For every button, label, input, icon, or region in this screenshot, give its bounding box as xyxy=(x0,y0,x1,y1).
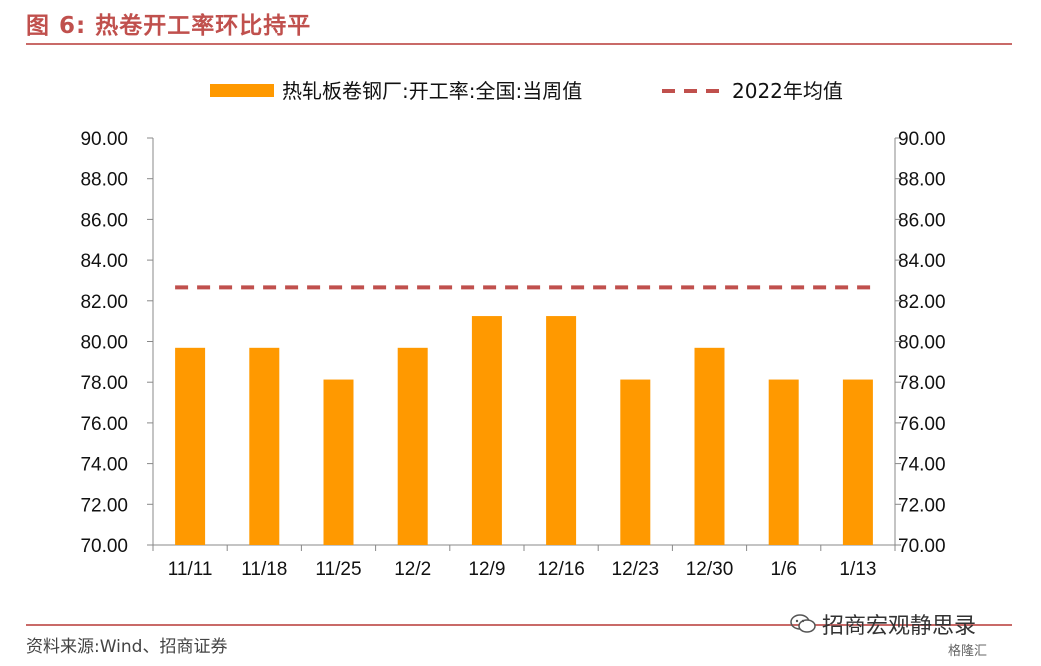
y2-tick-label: 90.00 xyxy=(898,129,946,150)
x-tick-label: 12/23 xyxy=(612,559,660,580)
y-tick-label: 72.00 xyxy=(80,495,128,516)
legend-label-avg: 2022年均值 xyxy=(732,79,843,103)
y2-tick-label: 88.00 xyxy=(898,170,946,191)
bar-series xyxy=(175,316,873,545)
y2-tick-label: 86.00 xyxy=(898,210,946,231)
bar xyxy=(323,379,354,545)
chart-legend: 热轧板卷钢厂:开工率:全国:当周值 2022年均值 xyxy=(210,79,843,103)
bar xyxy=(768,379,799,545)
watermark-badge: 格隆汇 xyxy=(948,644,988,659)
x-tick-label: 12/30 xyxy=(686,559,734,580)
y-tick-label: 78.00 xyxy=(80,373,128,394)
x-tick-label: 1/6 xyxy=(770,559,796,580)
x-tick-label: 12/2 xyxy=(394,559,431,580)
bar-chart: 热轧板卷钢厂:开工率:全国:当周值 2022年均值 11/11 11/18 11/2… xyxy=(80,79,946,580)
y-tick-label: 80.00 xyxy=(80,333,128,354)
y-tick-label: 86.00 xyxy=(80,210,128,231)
legend-swatch-bar xyxy=(210,84,274,97)
bar xyxy=(546,316,577,545)
bar xyxy=(620,379,651,545)
watermark: 招商宏观静思录 xyxy=(790,608,976,640)
x-axis-labels: 11/11 11/18 11/25 12/2 12/9 12/16 12/23 12/30 1/… xyxy=(168,559,877,580)
bar xyxy=(397,347,428,545)
x-tick-label: 12/9 xyxy=(468,559,505,580)
source-rule xyxy=(26,624,1012,626)
bar xyxy=(471,316,502,545)
y-tick-label: 76.00 xyxy=(80,414,128,435)
x-tick-label: 1/13 xyxy=(839,559,876,580)
y-tick-label: 74.00 xyxy=(80,455,128,476)
bar xyxy=(249,347,280,545)
y2-tick-label: 84.00 xyxy=(898,251,946,272)
y2-tick-label: 72.00 xyxy=(898,495,946,516)
y2-tick-label: 82.00 xyxy=(898,292,946,313)
title-rule xyxy=(26,43,1012,45)
y-tick-label: 90.00 xyxy=(80,129,128,150)
bar xyxy=(694,347,725,545)
y-tick-label: 82.00 xyxy=(80,292,128,313)
wechat-icon xyxy=(790,614,816,633)
x-tick-label: 12/16 xyxy=(537,559,585,580)
x-tick-label: 11/18 xyxy=(241,559,287,580)
bar xyxy=(842,379,873,545)
y2-tick-label: 76.00 xyxy=(898,414,946,435)
y-axis-labels: 90.00 88.00 86.00 84.00 82.00 80.00 78.00 76.00… xyxy=(80,129,128,557)
y2-tick-label: 70.00 xyxy=(898,536,946,557)
x-tick-label: 11/11 xyxy=(168,559,213,580)
y2-tick-label: 74.00 xyxy=(898,455,946,476)
y2-tick-label: 80.00 xyxy=(898,333,946,354)
watermark-text: 招商宏观静思录 xyxy=(822,614,977,639)
legend-label-bar: 热轧板卷钢厂:开工率:全国:当周值 xyxy=(282,79,582,103)
y2-tick-label: 78.00 xyxy=(898,373,946,394)
y-tick-label: 84.00 xyxy=(80,251,128,272)
y-tick-label: 88.00 xyxy=(80,170,128,191)
x-tick-label: 11/25 xyxy=(315,559,361,580)
source-note: 资料来源:Wind、招商证券 xyxy=(26,637,228,657)
bar xyxy=(175,347,206,545)
y-tick-label: 70.00 xyxy=(80,536,128,557)
y2-axis-labels: 90.00 88.00 86.00 84.00 82.00 80.00 78.00 76.00… xyxy=(898,129,946,557)
figure-title: 图 6: 热卷开工率环比持平 xyxy=(26,13,312,39)
